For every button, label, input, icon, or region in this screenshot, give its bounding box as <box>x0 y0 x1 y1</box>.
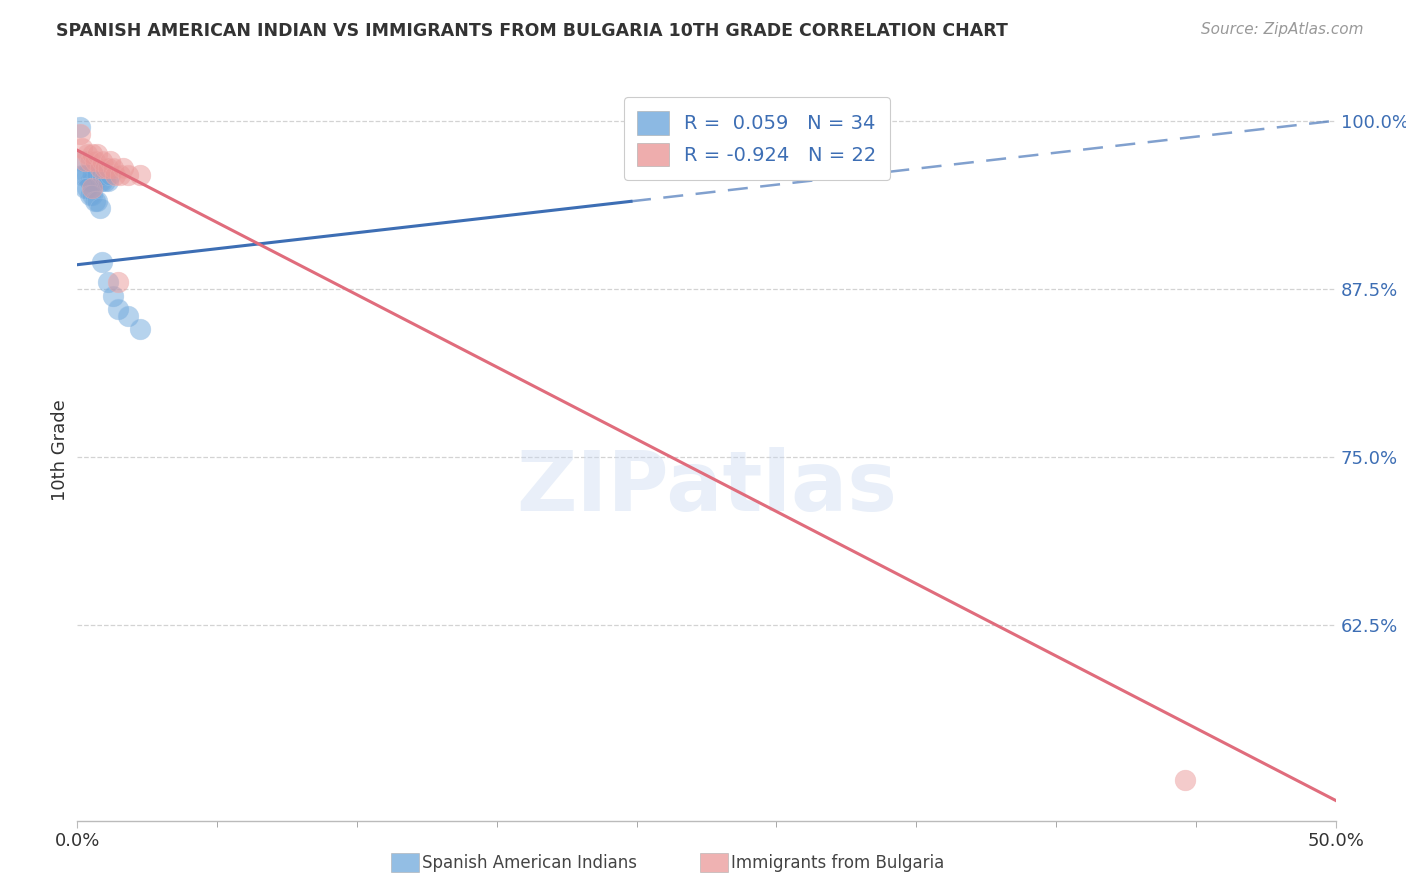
Point <box>96 174 118 188</box>
Point <box>73 168 96 182</box>
Point <box>91 168 114 182</box>
Point <box>72 168 94 182</box>
Point <box>86 168 108 182</box>
Point <box>94 161 117 175</box>
Text: Immigrants from Bulgaria: Immigrants from Bulgaria <box>731 854 945 871</box>
Point <box>129 322 152 336</box>
Point <box>73 154 96 169</box>
Point <box>96 275 118 289</box>
Point <box>69 120 91 135</box>
Point <box>129 168 152 182</box>
Point <box>89 201 111 215</box>
Point <box>76 147 98 161</box>
Point <box>117 309 139 323</box>
Point <box>84 161 107 175</box>
Point <box>108 168 131 182</box>
Point <box>107 302 129 317</box>
Point <box>84 194 107 209</box>
Text: ZIPatlas: ZIPatlas <box>516 447 897 528</box>
Y-axis label: 10th Grade: 10th Grade <box>51 400 69 501</box>
Point <box>84 174 107 188</box>
Point <box>82 187 104 202</box>
Point <box>82 147 104 161</box>
Point <box>104 168 127 182</box>
Point <box>117 168 139 182</box>
Point <box>98 168 121 182</box>
Point <box>111 161 134 175</box>
Point <box>72 140 94 154</box>
Point <box>76 168 98 182</box>
Point <box>89 168 111 182</box>
Point <box>79 174 101 188</box>
Point <box>79 154 101 169</box>
Point <box>86 194 108 209</box>
Point <box>91 255 114 269</box>
Point <box>76 181 98 195</box>
Point <box>821 113 844 128</box>
Point <box>73 181 96 195</box>
Text: Spanish American Indians: Spanish American Indians <box>422 854 637 871</box>
Point <box>79 187 101 202</box>
Point <box>98 154 121 169</box>
Point <box>82 174 104 188</box>
Point <box>89 174 111 188</box>
Point <box>86 168 108 182</box>
Point <box>86 147 108 161</box>
Point <box>89 161 111 175</box>
Point <box>107 275 129 289</box>
Text: SPANISH AMERICAN INDIAN VS IMMIGRANTS FROM BULGARIA 10TH GRADE CORRELATION CHART: SPANISH AMERICAN INDIAN VS IMMIGRANTS FR… <box>56 22 1008 40</box>
Text: Source: ZipAtlas.com: Source: ZipAtlas.com <box>1201 22 1364 37</box>
Point <box>91 174 114 188</box>
Point <box>101 288 124 302</box>
Point <box>69 154 91 169</box>
Point <box>1174 773 1197 788</box>
Point <box>91 154 114 169</box>
Point <box>101 161 124 175</box>
Point <box>96 161 118 175</box>
Point <box>82 181 104 195</box>
Legend: R =  0.059   N = 34, R = -0.924   N = 22: R = 0.059 N = 34, R = -0.924 N = 22 <box>624 97 890 180</box>
Point <box>84 154 107 169</box>
Point <box>94 174 117 188</box>
Point <box>94 168 117 182</box>
Point <box>82 168 104 182</box>
Point <box>69 127 91 141</box>
